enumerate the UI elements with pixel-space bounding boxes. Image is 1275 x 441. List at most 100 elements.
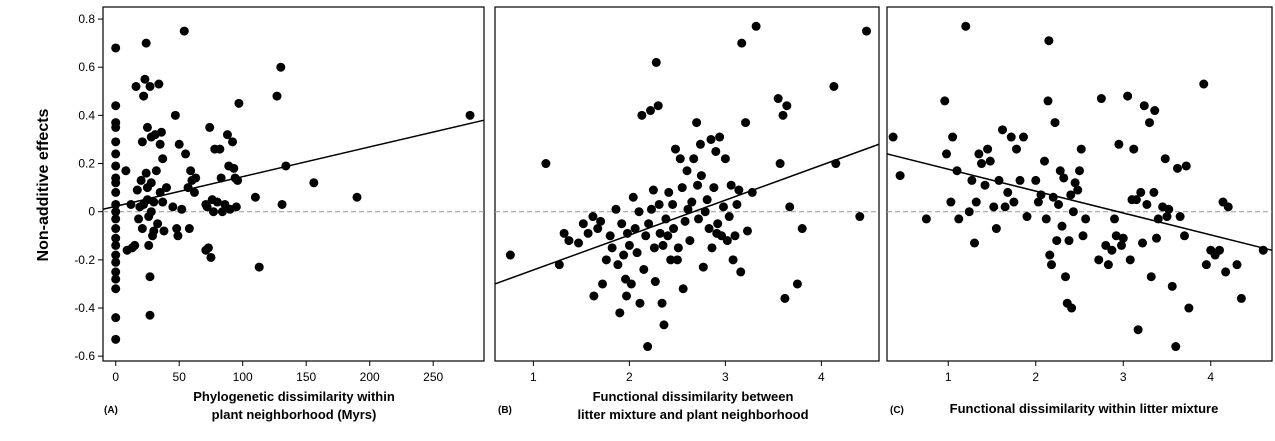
panel-b-x-tick-label: 3: [722, 370, 729, 384]
panel-a-point: [111, 101, 121, 111]
panel-b-point: [682, 166, 692, 176]
panel-c-point: [1215, 245, 1224, 255]
panel-a-point: [234, 98, 244, 108]
panel-c-point: [1043, 96, 1053, 106]
panel-a-point: [181, 149, 191, 159]
panel-b-point: [704, 224, 714, 234]
panel-a-x-tick-label: 250: [423, 370, 443, 384]
panel-c-point: [985, 156, 995, 166]
panel-b-point: [700, 207, 710, 217]
panel-c-point: [1057, 221, 1067, 231]
panel-c-x-axis-label: Functional dissimilarity within litter m…: [950, 401, 1219, 416]
panel-c-point: [1101, 240, 1111, 250]
panel-a-point: [276, 62, 286, 72]
panel-c-point: [1041, 214, 1051, 224]
panel-b-point: [696, 171, 706, 181]
panel-c-point: [1059, 173, 1069, 183]
panel-a-point: [111, 214, 121, 224]
panel-a-point: [132, 185, 142, 195]
panel-c-point: [1009, 197, 1019, 207]
panel-b-x-tick-label: 2: [626, 370, 633, 384]
panel-a-point: [215, 144, 225, 154]
panel-a-point: [177, 204, 187, 214]
panel-a-point: [229, 163, 239, 173]
panel-a-point: [158, 154, 168, 164]
panel-c-point: [1103, 260, 1113, 270]
panel-a-point: [111, 161, 121, 171]
panel-c-point: [1078, 231, 1088, 241]
panel-b-point: [775, 159, 785, 169]
panel-c-point: [964, 207, 974, 217]
panel-a-point: [189, 187, 199, 197]
panel-b-frame: [494, 6, 880, 362]
panel-a-y-tick-label: 0.4: [78, 108, 95, 122]
panel-b-point: [646, 106, 656, 116]
panel-c-point: [1136, 187, 1146, 197]
panel-b-point: [643, 342, 653, 352]
panel-a-point: [111, 334, 121, 344]
panel-b-point: [649, 243, 659, 253]
panel-c-point: [1117, 240, 1126, 250]
panel-a-point: [111, 274, 121, 284]
panel-b-point: [605, 231, 615, 241]
panel-c-point: [1199, 79, 1209, 89]
panel-b-point: [720, 154, 730, 164]
panel-c-point: [921, 214, 931, 224]
panel-b-point: [694, 214, 704, 224]
panel-b-point: [722, 236, 732, 246]
panel-c-point: [1107, 245, 1117, 255]
panel-c-point: [1184, 303, 1194, 313]
panel-c-point: [1015, 175, 1025, 185]
panel-a-point: [111, 284, 121, 294]
panel-a-point: [206, 252, 216, 262]
panel-b-point: [707, 243, 717, 253]
panel-b-point: [797, 224, 807, 234]
panel-c-point: [1012, 144, 1021, 154]
panel-a-point: [142, 122, 152, 132]
panel-c-point: [895, 171, 905, 181]
panel-b-point: [619, 250, 629, 260]
panel-a-y-tick-label: 0.2: [78, 157, 95, 171]
panel-c-point: [1152, 233, 1161, 243]
panel-a-y-tick-label: 0.8: [78, 12, 95, 26]
panel-b-point: [778, 110, 788, 120]
panel-b-point: [589, 291, 599, 301]
panel-c-point: [989, 202, 999, 212]
panel-c-point: [1006, 132, 1016, 142]
panel-c-point: [1129, 144, 1139, 154]
panel-a-point: [137, 224, 147, 234]
panel-a-point: [149, 226, 159, 236]
panel-a-point: [233, 175, 243, 185]
panel-c-x-tick-label: 2: [1032, 370, 1039, 384]
panel-b-x-tick-label: 4: [818, 370, 825, 384]
panel-c-point: [1236, 293, 1246, 303]
panel-a-point: [145, 81, 155, 91]
panel-a-x-tick-label: 100: [233, 370, 253, 384]
panel-c-point: [1171, 342, 1181, 352]
panel-b-point: [829, 81, 839, 91]
panel-c-label: (C): [890, 405, 904, 416]
panel-a-y-tick-label: -0.4: [74, 301, 95, 315]
panel-b-point: [680, 216, 690, 226]
panel-c-point: [977, 159, 986, 169]
panel-b-point: [646, 204, 656, 214]
panel-b-point: [578, 219, 588, 229]
panel-b-point: [658, 240, 668, 250]
panel-c-point: [1045, 250, 1055, 260]
panel-b-point: [709, 183, 719, 193]
panel-a-point: [146, 207, 156, 217]
panel-a-point: [126, 199, 136, 209]
panel-c-point: [1050, 118, 1060, 128]
panel-b-point: [668, 199, 678, 209]
panel-a-point: [121, 166, 131, 176]
panel-b-point: [724, 212, 734, 222]
panel-a-y-tick-label: -0.2: [74, 253, 95, 267]
panel-b-point: [718, 202, 728, 212]
panel-c-point: [1123, 91, 1133, 101]
panel-c-point: [1133, 325, 1143, 335]
panel-b-point: [702, 195, 712, 205]
panel-a-point: [111, 233, 121, 243]
panel-b-point: [624, 240, 634, 250]
panel-b-point: [689, 154, 699, 164]
panel-b-point: [554, 260, 564, 270]
